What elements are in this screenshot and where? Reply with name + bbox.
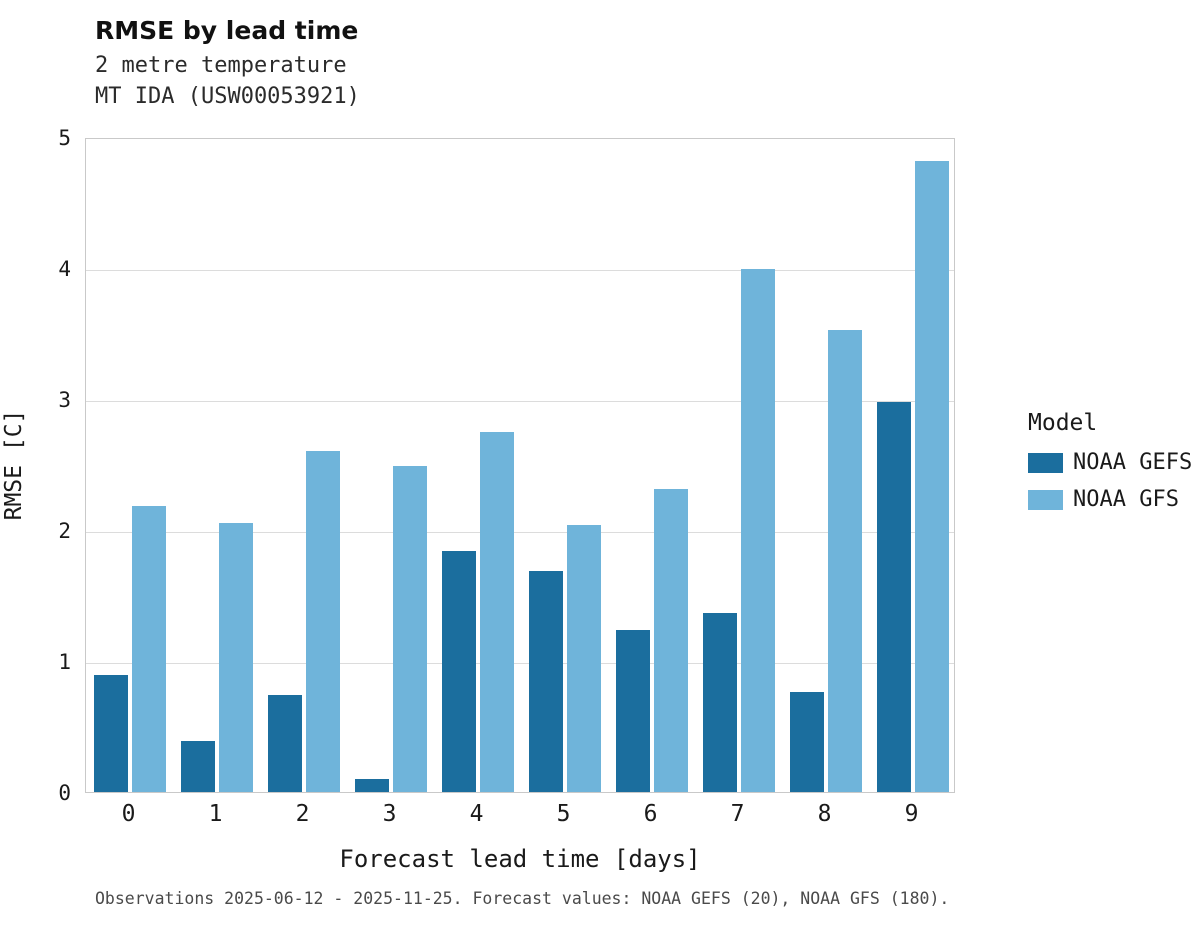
bar-noaa-gfs-day-6 bbox=[653, 489, 688, 792]
x-axis-label: Forecast lead time [days] bbox=[339, 845, 701, 873]
legend-swatch bbox=[1028, 452, 1063, 473]
footer-caption: Observations 2025-06-12 - 2025-11-25. Fo… bbox=[95, 889, 950, 908]
y-tick-label: 2 bbox=[58, 519, 71, 543]
bar-noaa-gfs-day-1 bbox=[218, 523, 253, 792]
y-tick-label: 1 bbox=[58, 650, 71, 674]
x-tick-label: 5 bbox=[556, 801, 571, 827]
bar-noaa-gfs-day-8 bbox=[827, 329, 862, 792]
bar-noaa-gefs-day-5 bbox=[528, 570, 563, 792]
bar-noaa-gfs-day-3 bbox=[392, 465, 427, 792]
gridline bbox=[86, 663, 954, 664]
bar-noaa-gfs-day-4 bbox=[479, 431, 514, 792]
chart-subtitle-station: MT IDA (USW00053921) bbox=[95, 84, 360, 109]
bar-noaa-gefs-day-9 bbox=[876, 401, 911, 792]
x-tick-label: 7 bbox=[730, 801, 745, 827]
legend-entry: NOAA GFS bbox=[1028, 487, 1192, 512]
bar-noaa-gefs-day-8 bbox=[789, 692, 824, 792]
y-tick-label: 0 bbox=[58, 781, 71, 805]
bar-noaa-gefs-day-7 bbox=[702, 612, 737, 792]
plot-area bbox=[85, 138, 955, 793]
x-tick-label: 2 bbox=[295, 801, 310, 827]
bar-noaa-gefs-day-3 bbox=[354, 778, 389, 792]
x-tick-label: 6 bbox=[643, 801, 658, 827]
bar-noaa-gefs-day-0 bbox=[93, 675, 128, 792]
page-title: RMSE by lead time bbox=[95, 16, 359, 45]
legend-entry: NOAA GEFS bbox=[1028, 450, 1192, 475]
x-tick-label: 3 bbox=[382, 801, 397, 827]
plot-wrap: 0 1 2 3 4 5 0 1 2 3 4 5 6 7 8 9 bbox=[58, 126, 955, 827]
y-axis-label: RMSE [C] bbox=[1, 409, 27, 521]
bar-noaa-gefs-day-6 bbox=[615, 629, 650, 792]
legend-swatch bbox=[1028, 489, 1063, 510]
gridline bbox=[86, 401, 954, 402]
x-tick-label: 8 bbox=[817, 801, 832, 827]
bar-noaa-gefs-day-2 bbox=[267, 695, 302, 792]
legend-label: NOAA GEFS bbox=[1073, 450, 1193, 475]
bar-noaa-gfs-day-9 bbox=[914, 160, 949, 792]
legend-label: NOAA GFS bbox=[1073, 487, 1179, 512]
legend: Model NOAA GEFS NOAA GFS bbox=[1028, 410, 1192, 524]
bar-noaa-gfs-day-5 bbox=[566, 524, 601, 792]
gridline bbox=[86, 270, 954, 271]
y-tick-label: 5 bbox=[58, 126, 71, 150]
y-tick-label: 3 bbox=[58, 388, 71, 412]
x-tick-label: 9 bbox=[904, 801, 919, 827]
bar-noaa-gefs-day-4 bbox=[441, 550, 476, 792]
y-tick-label: 4 bbox=[58, 257, 71, 281]
bar-noaa-gefs-day-1 bbox=[180, 740, 215, 792]
x-tick-label: 0 bbox=[121, 801, 136, 827]
legend-title: Model bbox=[1028, 410, 1098, 436]
bar-noaa-gfs-day-7 bbox=[740, 269, 775, 792]
gridline bbox=[86, 532, 954, 533]
x-tick-label: 1 bbox=[208, 801, 223, 827]
bar-noaa-gfs-day-0 bbox=[131, 506, 166, 792]
bar-noaa-gfs-day-2 bbox=[305, 451, 340, 792]
x-tick-label: 4 bbox=[469, 801, 484, 827]
chart-subtitle-variable: 2 metre temperature bbox=[95, 53, 347, 78]
